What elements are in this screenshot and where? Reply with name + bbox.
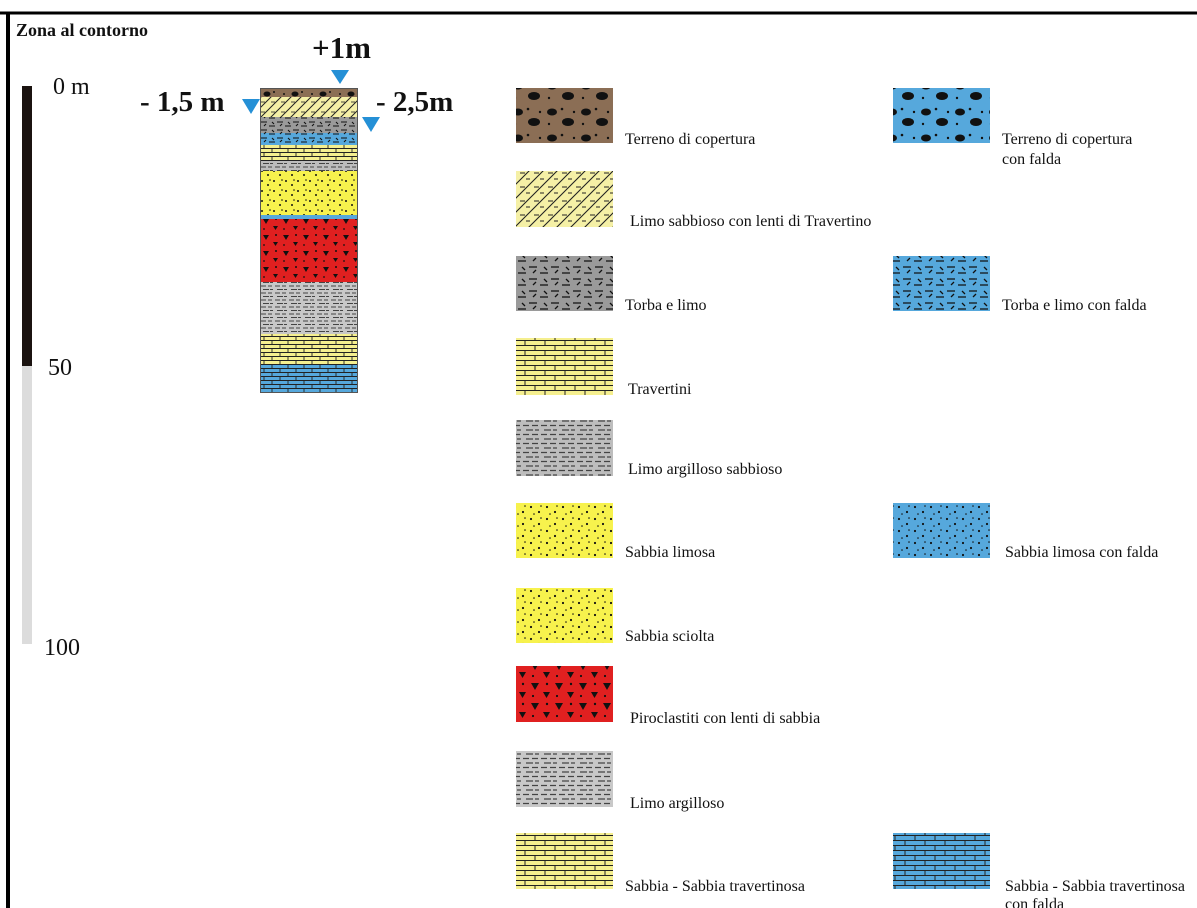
water-level-left-label: - 1,5 m bbox=[140, 86, 225, 118]
swatch-sabbia-trav-falda bbox=[893, 833, 990, 889]
layer-falda-thin bbox=[260, 215, 358, 219]
swatch-piroclastiti bbox=[516, 666, 613, 722]
stratigraphic-column bbox=[260, 88, 358, 393]
swatch-torba bbox=[516, 256, 613, 311]
scale-label-100: 100 bbox=[44, 635, 80, 661]
water-level-top-label: +1m bbox=[312, 30, 371, 65]
swatch-terreno-falda bbox=[893, 88, 990, 143]
legend-label-sabbia-limosa: Sabbia limosa bbox=[625, 544, 716, 561]
swatch-torba-falda bbox=[893, 256, 990, 311]
legend-label-sabbia-trav-falda-2: con falda bbox=[1005, 896, 1065, 908]
swatch-sabbia-limosa bbox=[516, 503, 613, 558]
water-level-marker-left bbox=[242, 99, 260, 114]
legend-label-limo-argilloso: Limo argilloso bbox=[630, 795, 725, 812]
scale-label-50: 50 bbox=[48, 355, 72, 381]
legend-label-torba-falda: Torba e limo con falda bbox=[1002, 297, 1147, 314]
swatch-travertini bbox=[516, 338, 613, 395]
legend-label-limo-arg-sabb: Limo argilloso sabbioso bbox=[628, 461, 783, 478]
legend-label-sabbia-sciolta: Sabbia sciolta bbox=[625, 628, 715, 645]
legend-label-sabbia-trav-falda-1: Sabbia - Sabbia travertinosa bbox=[1005, 878, 1185, 895]
legend-label-terreno-falda-1: Terreno di copertura bbox=[1002, 131, 1133, 148]
scale-label-0: 0 m bbox=[53, 74, 90, 100]
legend-label-torba: Torba e limo bbox=[625, 297, 707, 314]
water-level-marker-right bbox=[362, 117, 380, 132]
water-level-right-label: - 2,5m bbox=[376, 86, 454, 118]
swatch-limo-argilloso bbox=[516, 751, 613, 807]
swatch-sabbia-sciolta bbox=[516, 588, 613, 643]
swatch-sabbia-limosa-falda bbox=[893, 503, 990, 558]
legend-label-travertini: Travertini bbox=[628, 381, 692, 398]
figure-title: Zona al contorno bbox=[16, 20, 149, 40]
swatch-limo-sabbioso bbox=[516, 171, 613, 227]
legend-label-sabbia-trav: Sabbia - Sabbia travertinosa bbox=[625, 878, 805, 895]
swatch-terreno bbox=[516, 88, 613, 143]
swatch-limo-arg-sabb bbox=[516, 420, 613, 476]
legend-label-terreno: Terreno di copertura bbox=[625, 131, 756, 148]
legend-label-limo-sabbioso: Limo sabbioso con lenti di Travertino bbox=[630, 213, 872, 230]
water-level-marker-top bbox=[331, 70, 349, 84]
legend-label-piroclastiti: Piroclastiti con lenti di sabbia bbox=[630, 710, 821, 727]
swatch-sabbia-trav bbox=[516, 833, 613, 889]
legend-label-sabbia-limosa-falda: Sabbia limosa con falda bbox=[1005, 544, 1159, 561]
legend-label-terreno-falda-2: con falda bbox=[1002, 151, 1062, 168]
depth-scale-bar bbox=[22, 86, 32, 644]
